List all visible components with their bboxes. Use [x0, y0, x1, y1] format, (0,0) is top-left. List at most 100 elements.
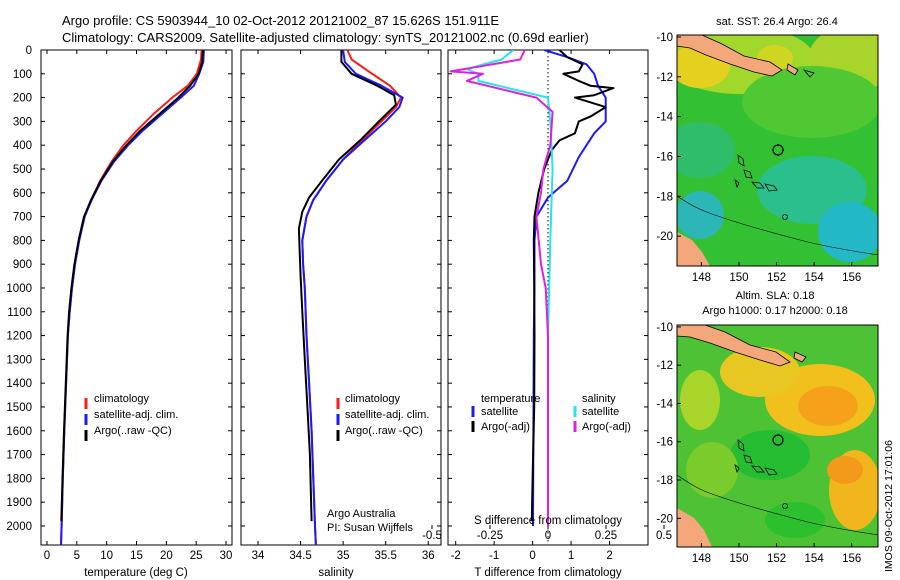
x-tick-label: 10 [100, 550, 113, 562]
depth-tick-label: 1000 [6, 283, 32, 295]
s-diff-tick-label: 0.5 [656, 530, 672, 542]
temperature-legend: climatology satellite-adj. clim. Argo(..… [84, 393, 178, 441]
difference-legend: temperature satellite Argo(-adj) salinit… [471, 393, 631, 433]
map-x-tick-label: 156 [842, 553, 861, 565]
pi-label: PI: Susan Wijffels [327, 522, 413, 534]
map-y-tick-label: -16 [656, 437, 673, 449]
map-x-tick-label: 150 [729, 272, 748, 284]
map-x-tick-label: 148 [692, 553, 711, 565]
depth-tick-label: 0 [26, 45, 32, 57]
depth-tick-label: 700 [13, 212, 32, 224]
x-tick-label: 34.5 [289, 550, 311, 562]
salinity-panel: 34 34.5 35 35.5 36 salinity climatology sate… [240, 49, 442, 579]
diff-legend-sal-title: salinity [582, 393, 616, 405]
sst-title: sat. SST: 26.4 Argo: 26.4 [716, 16, 838, 28]
sal-legend-clim: climatology [345, 393, 401, 405]
x-tick-label: -2 [451, 550, 461, 562]
depth-tick-label: 200 [13, 93, 32, 105]
map-y-tick-label: -20 [656, 513, 673, 525]
depth-axis: 0 100 200 300 400 500 600 700 800 900 1000 1100 1200… [6, 45, 32, 533]
header-line1: Argo profile: CS 5903944_10 02-Oct-2012 … [62, 13, 499, 28]
x-tick-label: 30 [220, 550, 233, 562]
depth-tick-label: 1100 [7, 307, 32, 319]
s-diff-tick-label: 0.25 [595, 530, 617, 542]
x-tick-label: 36 [422, 550, 435, 562]
depth-tick-label: 1700 [6, 450, 32, 462]
map-x-tick-label: 154 [805, 272, 825, 284]
sla-title-1: Altim. SLA: 0.18 [736, 290, 815, 302]
difference-panel: -2 -1 0 1 2 -0.5 -0.25 0 0.25 0.5 T difference fr… [422, 49, 672, 579]
s-diff-xlabel: S difference from climatology [474, 515, 622, 527]
sla-title-2: Argo h1000: 0.17 h2000: 0.18 [702, 305, 848, 317]
depth-tick-label: 1800 [6, 473, 32, 485]
s-diff-tick-label: -0.5 [422, 530, 442, 542]
temperature-frame [40, 49, 233, 546]
series-line-satellite-adj-clim- [301, 50, 404, 545]
map-y-tick-label: -18 [656, 475, 673, 487]
map-y-tick-label: -12 [656, 360, 673, 372]
map-y-tick-label: -18 [656, 191, 673, 203]
s-diff-tick-label: -0.25 [477, 530, 503, 542]
map-x-tick-label: 156 [842, 272, 861, 284]
map-y-tick-label: -20 [656, 231, 673, 243]
x-tick-label: 1 [568, 550, 574, 562]
imos-credit: IMOS 09-Oct-2012 17:01:06 [883, 440, 895, 572]
temperature-panel: 0 5 10 15 20 25 30 temperature (deg C) climato… [40, 49, 233, 579]
depth-tick-label: 100 [13, 69, 32, 81]
depth-tick-label: 1300 [6, 354, 32, 366]
depth-tick-label: 900 [13, 259, 32, 271]
map-y-tick-label: -12 [656, 72, 673, 84]
salinity-legend: climatology satellite-adj. clim. Argo(..… [336, 393, 429, 441]
sst-map-panel: sat. SST: 26.4 Argo: 26.4 148 150 152 154 15… [656, 16, 879, 284]
x-tick-label: -1 [489, 550, 499, 562]
x-tick-label: 15 [130, 550, 143, 562]
header-line2: Climatology: CARS2009. Satellite-adjuste… [62, 30, 589, 45]
depth-tick-label: 1600 [6, 426, 32, 438]
x-tick-label: 35 [337, 550, 350, 562]
series-line-s-argo-adj- [449, 50, 554, 526]
sst-field [677, 35, 878, 266]
depth-tick-label: 600 [13, 188, 32, 200]
x-tick-label: 34 [252, 550, 265, 562]
depth-tick-label: 300 [13, 116, 32, 128]
depth-tick-label: 1900 [6, 497, 32, 509]
diff-legend-temp-title: temperature [481, 393, 540, 405]
map-y-tick-label: -10 [656, 32, 673, 44]
sla-field [677, 325, 878, 547]
depth-tick-label: 1400 [6, 378, 32, 390]
depth-tick-label: 1500 [6, 402, 32, 414]
sal-legend-argo: Argo(..raw -QC) [345, 425, 423, 437]
sal-legend-sat: satellite-adj. clim. [345, 409, 429, 421]
sla-map-panel: Altim. SLA: 0.18 Argo h1000: 0.17 h2000:… [656, 290, 879, 565]
salinity-frame [240, 49, 442, 546]
salinity-xlabel: salinity [318, 567, 353, 579]
depth-tick-label: 800 [13, 235, 32, 247]
depth-tick-label: 1200 [6, 331, 32, 343]
map-y-tick-label: -16 [656, 151, 673, 163]
map-x-tick-label: 148 [692, 272, 711, 284]
depth-tick-label: 500 [13, 164, 32, 176]
temp-legend-argo: Argo(..raw -QC) [94, 425, 172, 437]
series-line-t-argo-adj- [530, 50, 615, 522]
series-line-argo-raw-qc- [60, 50, 204, 522]
map-y-tick-label: -10 [656, 322, 673, 334]
x-tick-label: 35.5 [374, 550, 396, 562]
x-tick-label: 0 [529, 550, 535, 562]
diff-legend-t-argo: Argo(-adj) [481, 421, 530, 433]
temp-legend-sat: satellite-adj. clim. [94, 409, 178, 421]
series-line-argo-raw-qc- [297, 50, 397, 522]
map-y-tick-label: -14 [656, 398, 673, 410]
map-x-tick-label: 152 [767, 553, 786, 565]
x-tick-label: 20 [160, 550, 173, 562]
diff-legend-s-sat: satellite [582, 406, 619, 418]
map-x-tick-label: 154 [805, 553, 825, 565]
x-tick-label: 2 [606, 550, 612, 562]
x-tick-label: 0 [44, 550, 50, 562]
depth-tick-label: 400 [13, 140, 32, 152]
map-x-tick-label: 152 [767, 272, 786, 284]
x-tick-label: 25 [190, 550, 203, 562]
temperature-xlabel: temperature (deg C) [84, 567, 188, 579]
t-diff-xlabel: T difference from climatology [474, 567, 621, 579]
x-tick-label: 5 [74, 550, 80, 562]
